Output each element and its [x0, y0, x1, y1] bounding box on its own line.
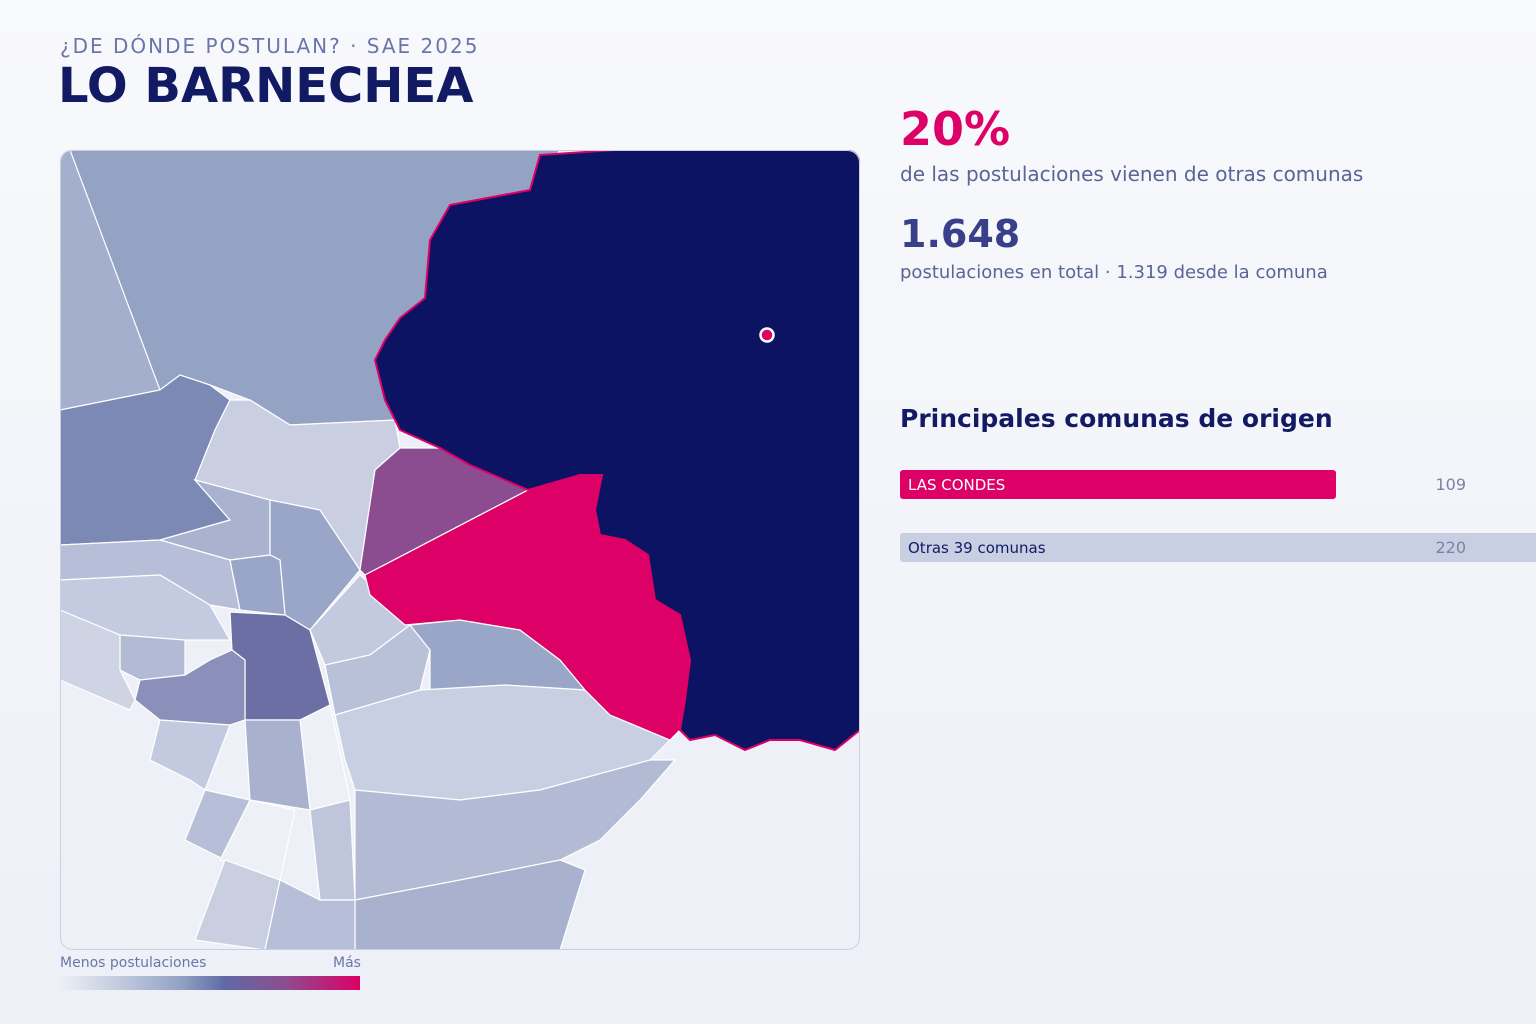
- total-value: 1.648: [900, 212, 1021, 256]
- kicker: ¿DE DÓNDE POSTULAN? · SAE 2025: [60, 34, 480, 58]
- share-text: de las postulaciones vienen de otras com…: [900, 162, 1364, 186]
- origin-name: LAS CONDES: [908, 476, 1006, 494]
- share-value: 20%: [900, 102, 1011, 156]
- origin-value: 109: [1435, 475, 1466, 494]
- origin-bar: [900, 533, 1536, 562]
- origin-row: Otras 39 comunas 220: [900, 533, 1536, 562]
- legend-low: Menos postulaciones: [60, 955, 207, 971]
- origin-value: 220: [1435, 538, 1466, 557]
- origin-name: Otras 39 comunas: [908, 539, 1046, 557]
- legend-gradient: [60, 976, 360, 990]
- origin-row: LAS CONDES 109: [900, 470, 1536, 499]
- section-title: Principales comunas de origen: [900, 404, 1333, 433]
- legend-high: Más: [333, 955, 361, 971]
- origin-bars: LAS CONDES 109 Otras 39 comunas 220: [900, 470, 1536, 570]
- total-text: postulaciones en total · 1.319 desde la …: [900, 262, 1328, 283]
- map: [60, 150, 860, 950]
- origin-bar: [900, 470, 1336, 499]
- title: LO BARNECHEA: [58, 58, 474, 114]
